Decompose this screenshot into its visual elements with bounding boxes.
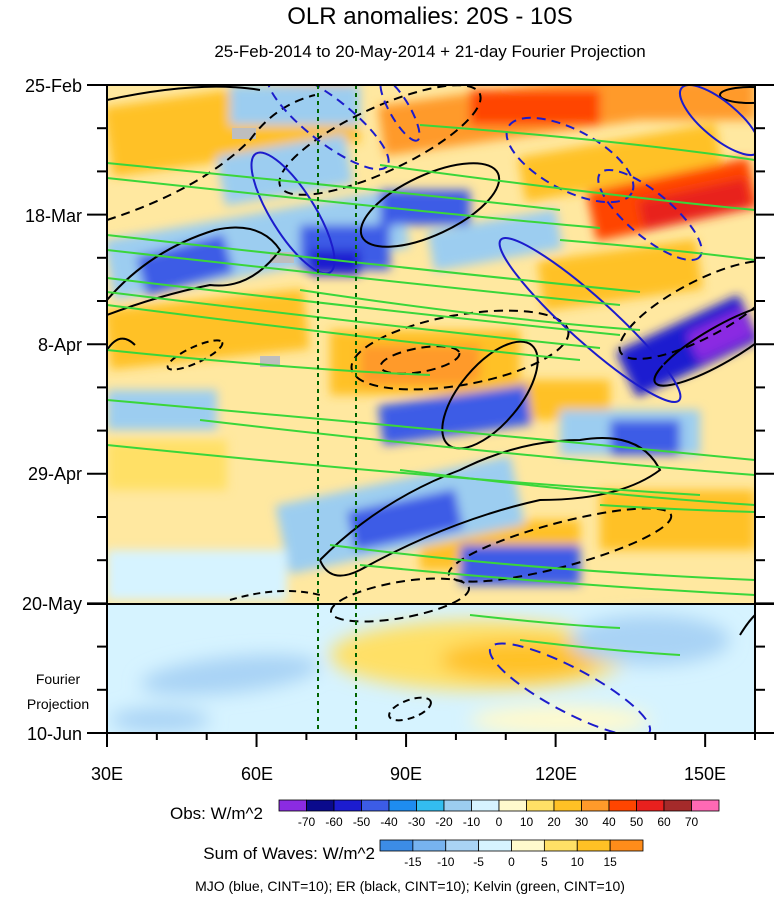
x-tick-label: 150E: [684, 764, 726, 784]
y-tick-label: 10-Jun: [27, 724, 82, 744]
x-tick-label: 60E: [241, 764, 273, 784]
missing-data-box: [260, 356, 280, 367]
colorbar-swatch: [553, 799, 582, 812]
colorbar-tick-label: 10: [571, 855, 585, 869]
colorbar-swatch: [333, 799, 362, 812]
projection-label: Projection: [27, 696, 89, 712]
colorbar-tick-label: -20: [435, 815, 453, 829]
colorbar-tick-label: 70: [685, 815, 699, 829]
colorbar-tick-label: -10: [437, 855, 455, 869]
colorbar-swatch: [691, 799, 720, 812]
chart-subtitle: 25-Feb-2014 to 20-May-2014 + 21-day Four…: [214, 42, 645, 61]
colorbar-swatch: [663, 799, 692, 812]
colorbar-swatch: [379, 839, 414, 852]
mjo-contours: [250, 85, 755, 733]
colorbar-swatch: [498, 799, 527, 812]
projection-label: Fourier: [36, 671, 81, 687]
colorbar-tick-label: 0: [508, 855, 515, 869]
colorbar-tick-label: 20: [547, 815, 561, 829]
colorbar-swatch: [526, 799, 555, 812]
colorbar-swatch: [306, 799, 335, 812]
colorbar-swatch: [608, 799, 637, 812]
colorbar-tick-label: 60: [657, 815, 671, 829]
colorbar-tick-label: -40: [380, 815, 398, 829]
colorbar-tick-label: 15: [603, 855, 617, 869]
colorbar-swatch: [511, 839, 545, 852]
kelvin-contours: [107, 124, 755, 656]
missing-data-box: [232, 128, 256, 139]
colorbar-tick-label: -5: [473, 855, 484, 869]
x-tick-label: 120E: [535, 764, 577, 784]
colorbar-tick-label: 40: [602, 815, 616, 829]
colorbar-tick-label: -30: [408, 815, 426, 829]
y-axis-ticks: [87, 84, 774, 734]
colorbar-tick-label: 0: [496, 815, 503, 829]
y-tick-label: 29-Apr: [28, 464, 82, 484]
colorbar-tick-label: -70: [298, 815, 316, 829]
x-tick-label: 30E: [91, 764, 123, 784]
colorbar-swatch: [443, 799, 472, 812]
y-tick-label: 25-Feb: [25, 76, 82, 96]
colorbar-swatch: [581, 799, 610, 812]
colorbar-tick-label: -60: [325, 815, 343, 829]
colorbar-tick-label: -15: [404, 855, 422, 869]
colorbar-swatch: [636, 799, 665, 812]
colorbar-swatch: [388, 799, 417, 812]
y-tick-label: 20-May: [22, 594, 82, 614]
colorbar-swatch: [416, 799, 445, 812]
colorbar-swatch: [471, 799, 500, 812]
colorbar-swatch: [609, 839, 644, 852]
colorbar-tick-label: 5: [541, 855, 548, 869]
colorbar-swatch: [478, 839, 512, 852]
missing-data-box: [270, 252, 294, 263]
plot-area: [107, 85, 755, 733]
x-axis-ticks: [106, 733, 756, 747]
y-tick-label: 8-Apr: [38, 335, 82, 355]
waves-colorbar-title: Sum of Waves: W/m^2: [203, 844, 375, 863]
x-tick-label: 90E: [390, 764, 422, 784]
colorbar-tick-label: -10: [463, 815, 481, 829]
obs-colorbar: -70 -60 -50 -40 -30 -20 -10 0 10 20 30 40 50 60 70: [278, 799, 720, 829]
y-tick-label: 18-Mar: [25, 206, 82, 226]
waves-colorbar: -15 -10 -5 0 5 10 15: [379, 839, 644, 869]
plot-frame: [106, 84, 756, 734]
chart-title: OLR anomalies: 20S - 10S: [287, 3, 572, 30]
colorbar-tick-label: 50: [630, 815, 644, 829]
colorbar-swatch: [361, 799, 390, 812]
colorbar-swatch: [543, 839, 578, 852]
colorbar-tick-label: -50: [353, 815, 371, 829]
er-contours: [107, 85, 755, 722]
colorbar-tick-label: 30: [575, 815, 589, 829]
colorbar-tick-label: 10: [520, 815, 534, 829]
colorbar-swatch: [445, 839, 480, 852]
colorbar-swatch: [576, 839, 611, 852]
colorbar-swatch: [278, 799, 307, 812]
obs-colorbar-title: Obs: W/m^2: [170, 804, 263, 823]
footnote: MJO (blue, CINT=10); ER (black, CINT=10)…: [195, 878, 625, 894]
colorbar-swatch: [412, 839, 447, 852]
